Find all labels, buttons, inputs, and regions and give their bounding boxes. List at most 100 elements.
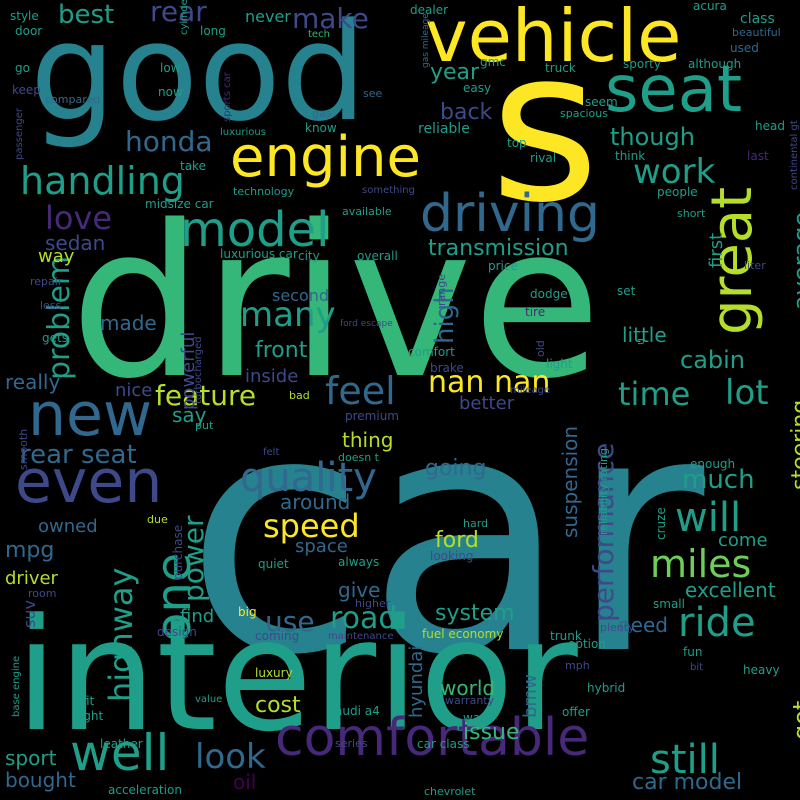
word-ford: ford	[435, 528, 479, 553]
word-rear-seat: rear seat	[20, 440, 137, 470]
word-felt: felt	[263, 447, 280, 458]
word-quiet: quiet	[258, 557, 289, 571]
word-driving: driving	[420, 184, 601, 244]
word-fit: fit	[82, 694, 95, 708]
word-hyundai: hyundai	[406, 645, 427, 718]
word-mileage: mileage	[510, 385, 551, 396]
word-old: old	[534, 340, 547, 357]
word-better: better	[459, 393, 515, 414]
word-luxurious-car: luxurious car	[220, 247, 298, 261]
word-plenty: plenty	[600, 621, 635, 634]
word-set: set	[617, 284, 636, 298]
word-reliable: reliable	[418, 121, 470, 137]
word-year: year	[430, 60, 480, 85]
word-never: never	[245, 7, 291, 26]
word-made: made	[100, 311, 157, 335]
word-passenger: passenger	[14, 108, 25, 160]
word-people: people	[657, 185, 698, 199]
word-see: see	[363, 87, 383, 100]
word-dodge: dodge	[530, 287, 568, 301]
word-midsize-car: midsize car	[145, 197, 214, 211]
word-purchase: purchase	[171, 524, 185, 580]
word-way: way	[38, 246, 75, 267]
word-beautiful: beautiful	[732, 26, 781, 39]
word-leather: leather	[100, 737, 143, 751]
word-say: say	[172, 403, 207, 427]
word-right: right	[75, 709, 104, 723]
word-base-engine: base engine	[11, 655, 22, 717]
word-cruze: cruze	[654, 507, 668, 540]
word-brake: brake	[430, 361, 464, 375]
word-really: really	[5, 370, 61, 394]
word-model: model	[180, 202, 330, 258]
word-suv: suv	[20, 600, 39, 628]
word-cabin: cabin	[680, 346, 746, 374]
word-heavy: heavy	[743, 663, 780, 677]
word-repair: repair	[30, 275, 63, 288]
word-rival: rival	[530, 151, 557, 165]
word-best: best	[58, 0, 115, 30]
word-smooth: smooth	[17, 428, 30, 470]
word-suspension: suspension	[558, 425, 582, 538]
word-nan-nan: nan nan	[428, 365, 551, 400]
word-sedan: sedan	[45, 231, 106, 255]
word-tech: tech	[308, 29, 330, 40]
word-gas: gas	[312, 107, 332, 120]
word-work: work	[633, 152, 716, 192]
word-interior: interior	[15, 585, 578, 766]
word-engine: engine	[230, 125, 421, 190]
word-will: will	[675, 495, 742, 541]
word-gets: gets	[42, 331, 68, 345]
word-turbocharged: turbocharged	[193, 336, 204, 404]
word-time: time	[618, 375, 691, 413]
word-comfortable: comfortable	[275, 708, 590, 768]
word-make: make	[292, 2, 369, 35]
word-steering: steering	[788, 399, 800, 490]
word-bit: bit	[690, 662, 704, 673]
word-know: know	[305, 121, 337, 135]
word-head: head	[755, 119, 785, 133]
word-many: many	[240, 295, 336, 335]
word-still: still	[650, 737, 720, 783]
word-keep: keep	[12, 83, 41, 97]
word-issue: issue	[463, 720, 520, 745]
word-u: u	[634, 338, 647, 345]
word-value: value	[195, 694, 223, 705]
word-compared: compared	[45, 93, 101, 106]
word-city: city	[298, 249, 320, 263]
word-trunk: trunk	[550, 629, 582, 643]
word-seem: seem	[585, 95, 618, 109]
word-coming: coming	[255, 629, 300, 643]
word-ride: ride	[678, 600, 756, 646]
word-due: due	[147, 513, 168, 526]
word-liter: liter	[744, 259, 766, 272]
word-luxury: luxury	[255, 666, 293, 680]
word-mph: mph	[565, 659, 590, 672]
word-front: front	[255, 338, 308, 363]
word-back: back	[440, 100, 493, 125]
word-acceleration: acceleration	[108, 783, 182, 797]
word-little: little	[622, 323, 667, 347]
word-maintenance: maintenance	[328, 631, 394, 642]
word-continental-gt: continental gt	[789, 120, 800, 190]
word-option: option	[568, 637, 606, 651]
word-dealer: dealer	[410, 3, 449, 17]
word-although: although	[688, 57, 742, 71]
word-nice: nice	[115, 380, 153, 401]
word-car-class: car class	[417, 737, 470, 751]
word-quality: quality	[240, 455, 377, 501]
word-road: road	[330, 601, 398, 636]
word-second: second	[272, 286, 330, 305]
word-seat: seat	[605, 53, 743, 127]
word-find: find	[180, 606, 215, 627]
word-car-model: car model	[632, 770, 743, 795]
word-overall: overall	[357, 249, 398, 263]
word-always: always	[338, 555, 380, 569]
word-room: room	[28, 587, 57, 600]
word-long: long	[200, 24, 226, 38]
word-feature: feature	[155, 379, 257, 412]
word-cylinder: cylinder	[179, 0, 190, 35]
word-offer: offer	[562, 705, 590, 719]
word-luxurious: luxurious	[220, 127, 266, 138]
